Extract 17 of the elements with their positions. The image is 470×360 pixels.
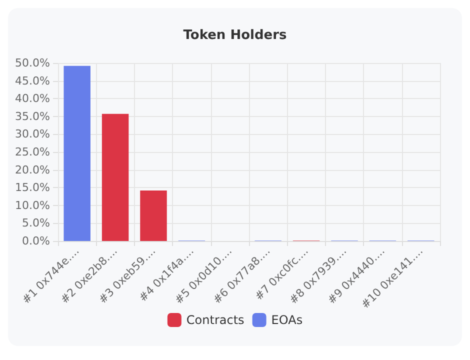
y-tick-label: 15.0% (15, 181, 50, 194)
bar (102, 114, 129, 241)
y-tick-label: 45.0% (15, 74, 50, 88)
y-tick-label: 35.0% (15, 110, 50, 123)
legend-label: EOAs (271, 313, 303, 327)
y-tick-label: 30.0% (15, 128, 50, 141)
y-tick-label: 40.0% (15, 92, 50, 106)
bar (140, 190, 167, 241)
y-tick-label: 10.0% (15, 198, 50, 212)
y-tick-label: 50.0% (15, 56, 50, 70)
chart-title: Token Holders (183, 28, 288, 43)
legend-label: Contracts (186, 313, 244, 327)
y-tick-label: 0.0% (22, 234, 50, 248)
y-tick-label: 5.0% (22, 216, 50, 230)
y-tick-label: 25.0% (15, 146, 50, 158)
bar (64, 66, 90, 241)
y-tick-label: 20.0% (15, 163, 50, 176)
